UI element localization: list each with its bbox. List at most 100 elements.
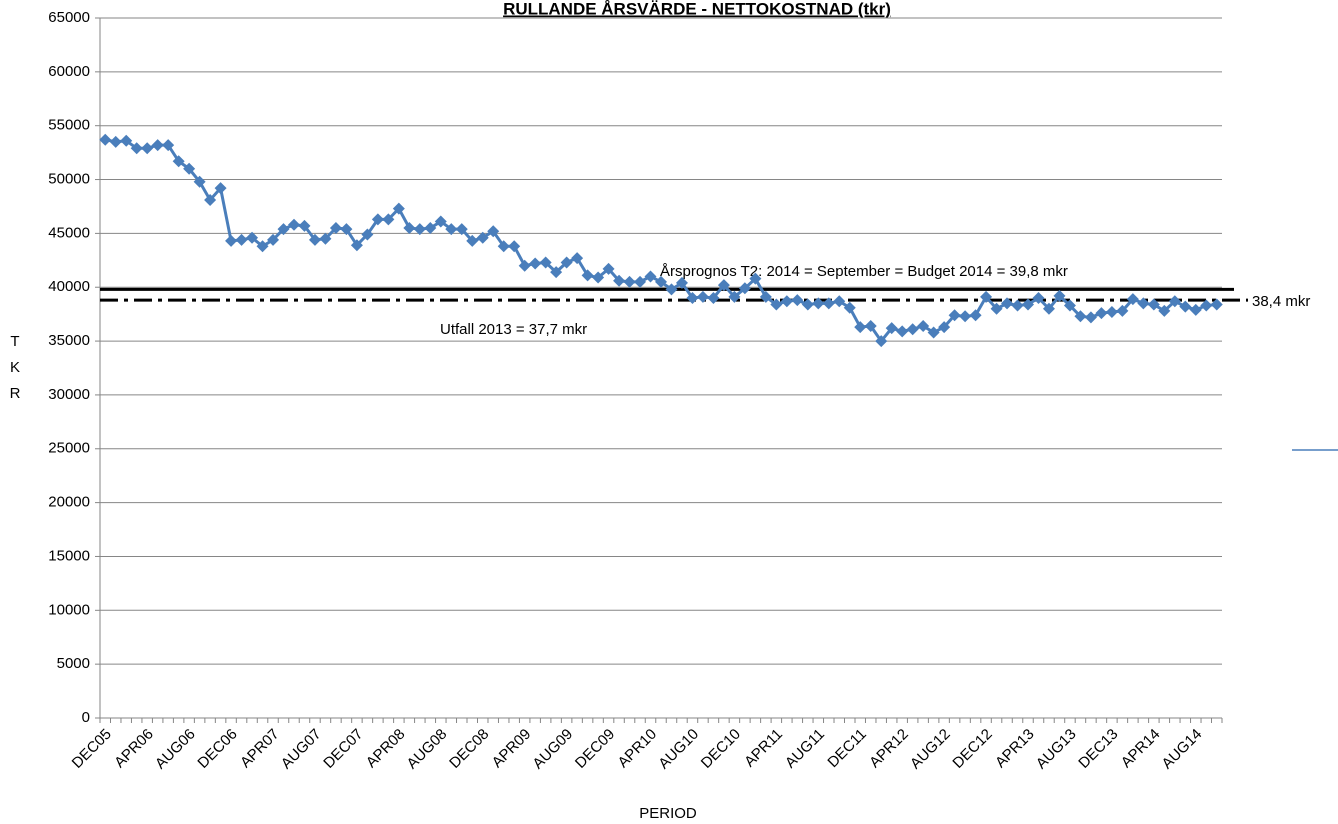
data-marker [340,223,353,236]
data-marker [1074,310,1087,323]
data-marker [906,323,919,336]
data-marker [864,320,877,332]
data-marker [204,194,217,206]
data-marker [109,135,122,148]
data-marker [235,233,248,246]
data-marker [833,295,846,308]
data-marker [1084,311,1097,324]
x-tick-label: APR09 [489,726,535,772]
data-marker [571,252,584,265]
x-tick-label: AUG07 [278,726,325,773]
data-marker [801,298,814,311]
data-marker [487,225,500,238]
data-marker [644,270,657,283]
data-marker [298,219,311,232]
data-marker [162,139,175,152]
data-marker [885,322,898,335]
data-marker [424,222,437,234]
y-tick-label: 30000 [48,386,90,403]
data-marker [1189,303,1202,316]
annotation: Årsprognos T2: 2014 = September = Budget… [660,263,1068,280]
chart-title: RULLANDE ÅRSVÄRDE - NETTOKOSTNAD (tkr) [503,0,891,18]
data-marker [308,233,321,246]
x-tick-label: DEC05 [69,726,115,772]
data-marker [1116,304,1129,317]
data-marker [623,275,636,288]
y-tick-label: 5000 [57,655,90,672]
data-marker [329,222,342,234]
data-marker [1053,289,1066,302]
data-marker [151,139,164,152]
y-tick-label: 65000 [48,9,90,26]
data-marker [896,325,909,338]
y-tick-label: 60000 [48,63,90,80]
x-tick-label: APR12 [866,726,912,772]
data-marker [655,275,667,288]
y-tick-label: 40000 [48,278,90,295]
data-marker [791,294,804,307]
data-marker [1126,293,1139,306]
data-marker [371,213,384,226]
data-marker [350,239,363,252]
data-marker [1063,299,1076,312]
data-marker [759,290,772,303]
x-tick-label: APR13 [992,726,1038,772]
x-tick-label: APR08 [363,726,409,772]
data-marker [539,256,552,269]
x-tick-label: AUG11 [782,726,828,772]
y-tick-label: 55000 [48,117,90,134]
data-marker [466,234,479,247]
data-marker [780,295,793,308]
data-marker [696,290,709,303]
x-tick-label: DEC11 [824,726,869,771]
annotation: 38,4 mkr [1252,293,1310,310]
x-tick-label: APR11 [741,726,786,771]
data-marker [560,256,573,269]
data-marker [319,232,332,245]
data-marker [1168,295,1181,308]
data-marker [1105,306,1118,318]
data-marker [927,326,940,339]
data-marker [665,283,678,296]
y-tick-label: 45000 [48,224,90,241]
data-marker [675,276,688,289]
data-marker [141,142,154,155]
x-axis-label: PERIOD [639,805,697,822]
data-marker [256,240,269,253]
data-marker [1179,300,1192,313]
x-tick-label: APR14 [1118,726,1164,772]
data-marker [613,274,626,287]
data-marker [246,231,259,244]
data-marker [917,320,930,332]
data-marker [843,301,856,314]
x-tick-label: AUG12 [907,726,954,773]
data-marker [1001,297,1014,310]
x-tick-label: AUG06 [152,726,199,773]
data-marker [287,218,300,231]
data-marker [738,282,751,295]
data-marker [822,297,835,310]
data-marker [130,142,143,155]
y-tick-label: 15000 [48,547,90,564]
data-marker [707,292,720,304]
y-tick-label: 20000 [48,494,90,511]
data-marker [592,271,605,284]
data-marker [193,175,206,188]
x-tick-label: DEC07 [320,726,366,772]
data-marker [550,266,563,279]
data-marker [277,223,290,236]
x-tick-label: DEC08 [446,726,492,772]
annotation: Utfall 2013 = 37,7 mkr [440,321,587,338]
data-marker [403,222,416,234]
data-marker [1011,299,1024,312]
data-marker [1022,298,1035,311]
data-marker [948,309,961,322]
data-marker [959,310,972,323]
x-tick-label: APR06 [111,726,157,772]
data-marker [770,298,783,311]
data-marker [1200,299,1213,312]
x-tick-label: DEC09 [572,726,618,772]
data-marker [686,292,699,304]
data-marker [476,231,489,244]
